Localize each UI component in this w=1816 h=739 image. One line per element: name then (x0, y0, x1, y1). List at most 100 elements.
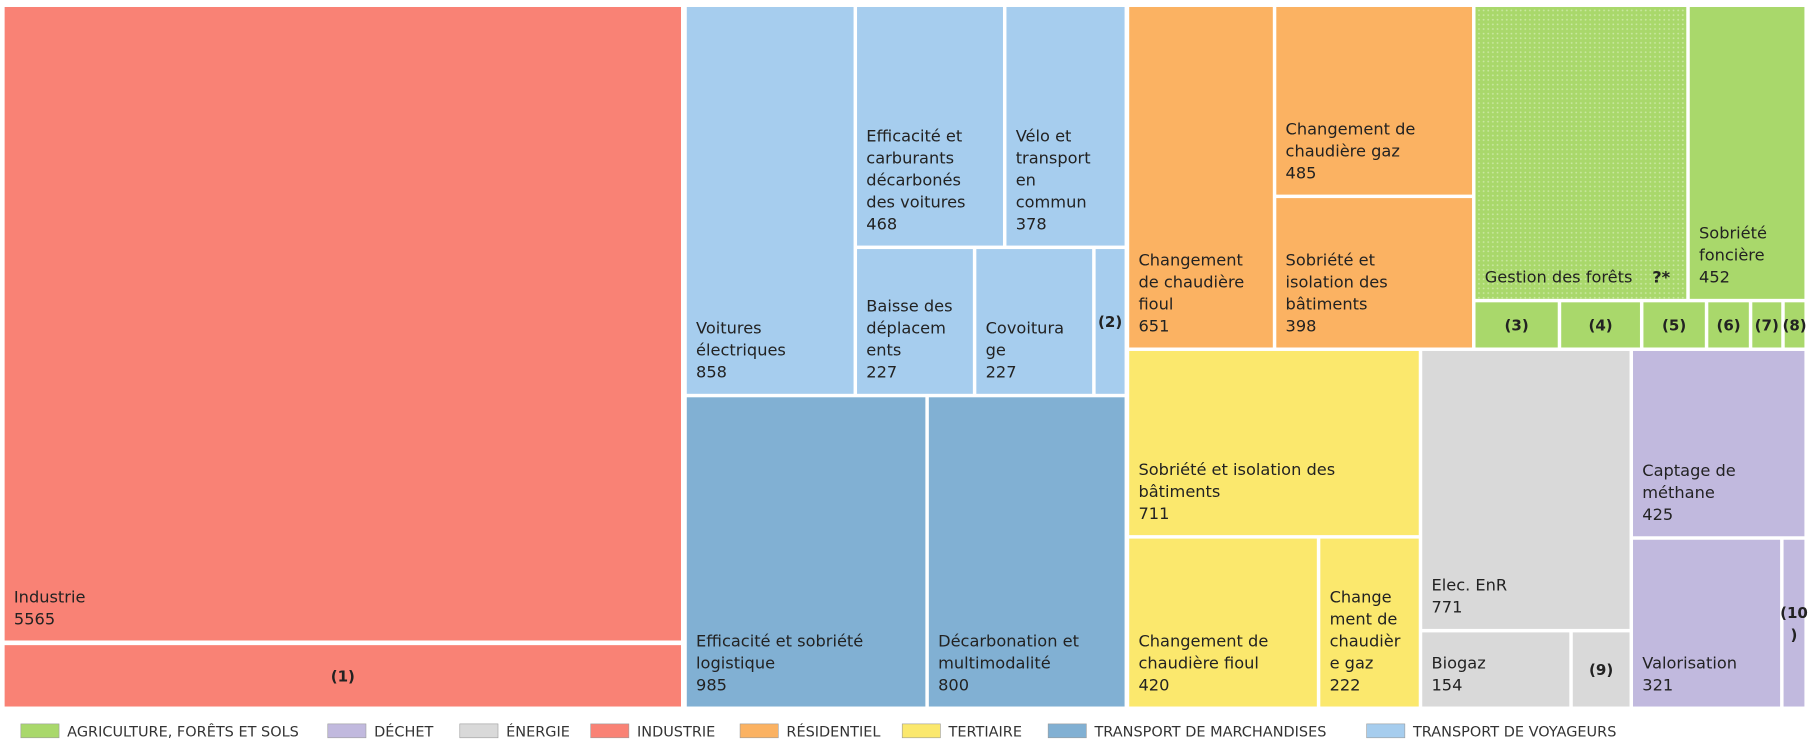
treemap-cell (4, 6, 682, 641)
cell-label: chaudièr (1330, 631, 1401, 650)
cell-value: 398 (1286, 316, 1317, 335)
cell-label: Elec. EnR (1431, 576, 1507, 595)
cell-label: (9) (1589, 661, 1613, 679)
treemap-cell (1129, 538, 1317, 707)
legend-label: DÉCHET (374, 724, 433, 739)
cell-value: 468 (866, 214, 897, 233)
cell-value: 227 (866, 363, 897, 382)
treemap-cell (1276, 6, 1473, 195)
cell-label: Efficacité et sobriété (696, 631, 863, 650)
cell-value: 227 (986, 363, 1017, 382)
cell-label: (2) (1098, 313, 1122, 331)
cell-label: (5) (1662, 317, 1686, 335)
treemap-cell (1572, 632, 1630, 707)
cell-label: bâtiments (1286, 294, 1368, 313)
cell-value: 651 (1138, 316, 1169, 335)
cell-value: 222 (1330, 675, 1361, 694)
cell-label: (3) (1504, 317, 1528, 335)
cell-label: Changement (1138, 250, 1242, 269)
cell-label: chaudière gaz (1286, 141, 1400, 160)
treemap-cell (1129, 350, 1419, 536)
cell-value: 800 (938, 675, 969, 694)
treemap-cell (1633, 350, 1805, 537)
treemap-cell (1006, 6, 1125, 246)
legend-label: AGRICULTURE, FORÊTS ET SOLS (67, 723, 299, 739)
cell-label: (7) (1755, 317, 1779, 335)
cell-value: 985 (696, 675, 727, 694)
legend-label: INDUSTRIE (637, 725, 715, 739)
treemap-cell (857, 249, 973, 394)
treemap-cell (928, 397, 1125, 707)
cell-value: 858 (696, 363, 727, 382)
cell-label: multimodalité (938, 653, 1051, 672)
cell-label: Industrie (14, 587, 86, 606)
cell-label: Sobriété (1699, 224, 1767, 243)
cell-value: 378 (1016, 214, 1047, 233)
legend-swatch (1047, 723, 1087, 739)
treemap-cell (976, 249, 1093, 394)
treemap-cell (1320, 538, 1419, 707)
cell-label: Valorisation (1642, 653, 1737, 672)
cell-label: Change (1330, 587, 1392, 606)
treemap-cell (1784, 302, 1805, 348)
treemap-cell (686, 397, 926, 707)
cell-value: 711 (1138, 504, 1169, 523)
treemap-cell (1129, 6, 1273, 348)
cell-label: Décarbonation et (938, 631, 1079, 650)
treemap-cell (1633, 539, 1781, 707)
cell-value: 5565 (14, 609, 55, 628)
cell-label: ) (1791, 626, 1798, 644)
cell-label: fioul (1138, 294, 1173, 313)
legend-swatch (459, 723, 499, 739)
cell-label: chaudière fioul (1138, 653, 1258, 672)
treemap-cell (686, 6, 854, 394)
treemap-cell (4, 645, 682, 707)
cell-label: Biogaz (1431, 653, 1485, 672)
cell-label: (4) (1588, 317, 1612, 335)
treemap-cell (1643, 302, 1705, 348)
cell-label: transport (1016, 148, 1091, 167)
legend-label: TERTIAIRE (948, 725, 1022, 739)
cell-label: Changement de (1138, 631, 1268, 650)
cell-label: Sobriété et isolation des (1138, 460, 1335, 479)
cell-label: e gaz (1330, 653, 1374, 672)
cell-label: bâtiments (1138, 482, 1220, 501)
cell-value: 771 (1431, 598, 1462, 617)
legend-swatch (739, 723, 779, 739)
cell-label: ment de (1330, 609, 1398, 628)
cell-label: en (1016, 170, 1036, 189)
cell-value: 154 (1431, 675, 1462, 694)
cell-label: (6) (1716, 317, 1740, 335)
legend-swatch (327, 723, 367, 739)
cell-label: (8) (1782, 317, 1806, 335)
cell-label: des voitures (866, 192, 965, 211)
legend-swatch (20, 723, 60, 739)
legend-label: TRANSPORT DE VOYAGEURS (1412, 725, 1616, 739)
cell-label: de chaudière (1138, 272, 1244, 291)
treemap-cell (1475, 6, 1687, 299)
cell-value: 425 (1642, 505, 1673, 524)
cell-value: 452 (1699, 268, 1730, 287)
cell-label: (1) (331, 668, 355, 686)
cell-label: commun (1016, 192, 1087, 211)
legend-swatch (1366, 723, 1406, 739)
treemap-cell (1475, 302, 1558, 348)
cell-value: 420 (1138, 675, 1169, 694)
cell-label: ents (866, 341, 901, 360)
treemap-cell (1689, 6, 1805, 299)
cell-label: isolation des (1286, 272, 1388, 291)
treemap-cell (1422, 350, 1630, 629)
cell-label: ge (986, 341, 1006, 360)
treemap-cell (1783, 539, 1805, 707)
treemap-cell (1561, 302, 1640, 348)
cell-label: Gestion des forêts (1485, 268, 1633, 287)
cell-label: électriques (696, 341, 786, 360)
legend-swatch (590, 723, 630, 739)
legend-label: TRANSPORT DE MARCHANDISES (1093, 725, 1326, 739)
treemap-cell (1276, 198, 1473, 348)
cell-value-label: ?* (1652, 268, 1670, 287)
legend-label: RÉSIDENTIEL (786, 724, 880, 739)
treemap-cell (1708, 302, 1749, 348)
